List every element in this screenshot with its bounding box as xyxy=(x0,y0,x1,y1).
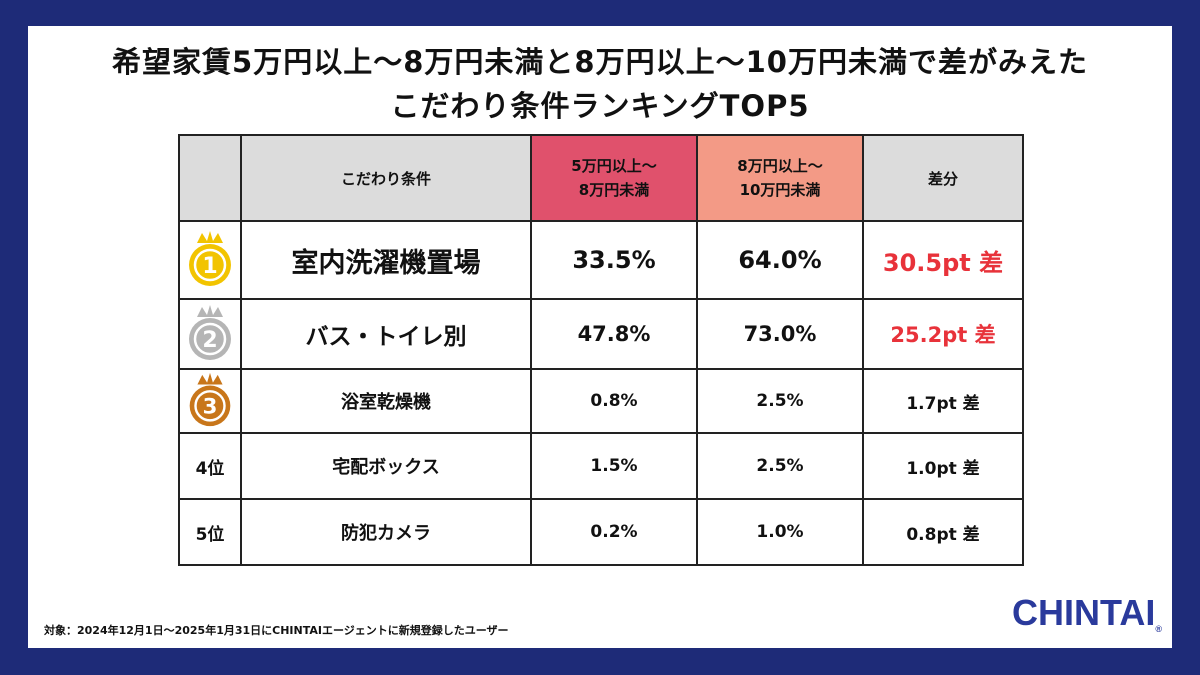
table-row: 5位 防犯カメラ 0.2% 1.0% 0.8pt 差 xyxy=(178,498,1024,566)
header-range-5-8-line2: 8万円未満 xyxy=(578,181,650,199)
condition-cell: 宅配ボックス xyxy=(240,432,532,500)
medal-rank-number: 1 xyxy=(202,254,217,279)
table-row: 1 室内洗濯機置場 33.5% 64.0% 30.5pt 差 xyxy=(178,220,1024,300)
header-range-8-10-line2: 10万円未満 xyxy=(739,181,821,199)
rank-cell: 3 xyxy=(178,368,242,434)
rank-cell: 2 xyxy=(178,298,242,370)
header-range-8-10-line1: 8万円以上〜 xyxy=(737,157,823,175)
logo-registered-mark: ® xyxy=(1155,624,1162,634)
value-range-5-8: 47.8% xyxy=(530,298,698,370)
page-title: 希望家賃5万円以上〜8万円未満と8万円以上〜10万円未満で差がみえた こだわり条… xyxy=(28,40,1172,128)
medal-rank-number: 3 xyxy=(203,395,218,420)
chintai-logo: CHINTAI® xyxy=(1012,592,1162,634)
footnote: 対象：2024年12月1日〜2025年1月31日にCHINTAIエージェントに新… xyxy=(44,624,509,637)
header-range-5-8-line1: 5万円以上〜 xyxy=(571,157,657,175)
value-range-5-8: 0.8% xyxy=(530,368,698,434)
gold-medal-icon: 1 xyxy=(189,231,231,286)
ranking-table: こだわり条件 5万円以上〜 8万円未満 8万円以上〜 10万円未満 差分 1 室… xyxy=(178,134,1024,566)
table-row: 3 浴室乾燥機 0.8% 2.5% 1.7pt 差 xyxy=(178,368,1024,434)
table-header-row: こだわり条件 5万円以上〜 8万円未満 8万円以上〜 10万円未満 差分 xyxy=(178,134,1024,222)
infographic-card: 希望家賃5万円以上〜8万円未満と8万円以上〜10万円未満で差がみえた こだわり条… xyxy=(28,26,1172,648)
diff-cell: 30.5pt 差 xyxy=(862,220,1024,300)
header-rank xyxy=(178,134,242,222)
condition-cell: 浴室乾燥機 xyxy=(240,368,532,434)
table-row: 4位 宅配ボックス 1.5% 2.5% 1.0pt 差 xyxy=(178,432,1024,500)
rank-cell: 5位 xyxy=(178,498,242,566)
medal-rank-number: 2 xyxy=(202,328,217,353)
diff-cell: 1.0pt 差 xyxy=(862,432,1024,500)
condition-cell: 室内洗濯機置場 xyxy=(240,220,532,300)
value-range-8-10: 2.5% xyxy=(696,368,864,434)
value-range-8-10: 2.5% xyxy=(696,432,864,500)
logo-text: CHINTAI xyxy=(1012,592,1156,633)
value-range-8-10: 64.0% xyxy=(696,220,864,300)
condition-cell: バス・トイレ別 xyxy=(240,298,532,370)
value-range-5-8: 1.5% xyxy=(530,432,698,500)
diff-cell: 0.8pt 差 xyxy=(862,498,1024,566)
header-range-5-8: 5万円以上〜 8万円未満 xyxy=(530,134,698,222)
bronze-medal-icon: 3 xyxy=(189,372,231,427)
condition-cell: 防犯カメラ xyxy=(240,498,532,566)
title-line-1: 希望家賃5万円以上〜8万円未満と8万円以上〜10万円未満で差がみえた xyxy=(112,45,1088,79)
header-condition: こだわり条件 xyxy=(240,134,532,222)
header-range-8-10: 8万円以上〜 10万円未満 xyxy=(696,134,864,222)
diff-cell: 1.7pt 差 xyxy=(862,368,1024,434)
title-line-2: こだわり条件ランキングTOP5 xyxy=(390,89,810,123)
diff-cell: 25.2pt 差 xyxy=(862,298,1024,370)
table-row: 2 バス・トイレ別 47.8% 73.0% 25.2pt 差 xyxy=(178,298,1024,370)
rank-cell: 1 xyxy=(178,220,242,300)
rank-cell: 4位 xyxy=(178,432,242,500)
value-range-8-10: 1.0% xyxy=(696,498,864,566)
value-range-5-8: 33.5% xyxy=(530,220,698,300)
value-range-8-10: 73.0% xyxy=(696,298,864,370)
silver-medal-icon: 2 xyxy=(189,305,231,360)
value-range-5-8: 0.2% xyxy=(530,498,698,566)
header-diff: 差分 xyxy=(862,134,1024,222)
